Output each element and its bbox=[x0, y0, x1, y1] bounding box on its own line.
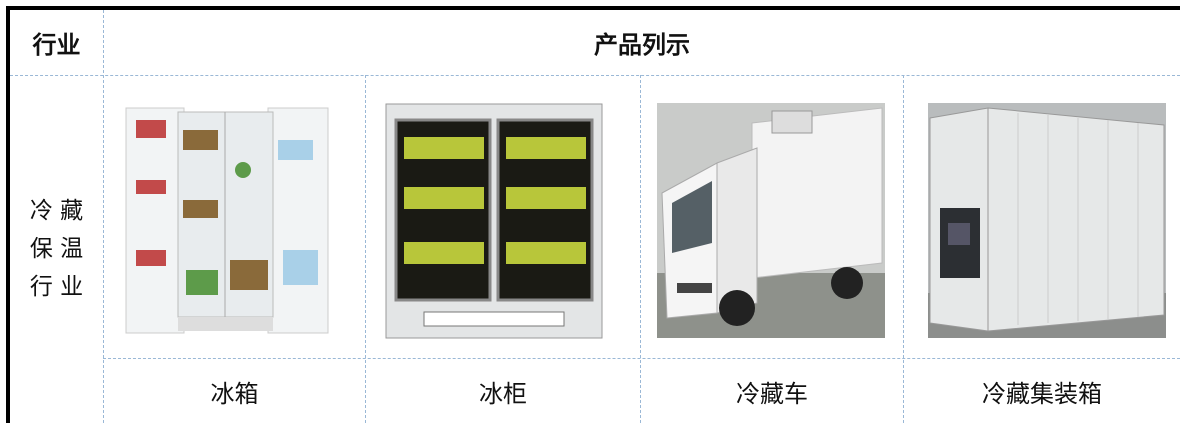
row-label-line: 行 业 bbox=[29, 274, 84, 300]
left-border bbox=[6, 6, 10, 423]
product-name: 冰柜 bbox=[479, 379, 527, 408]
row-divider bbox=[10, 75, 1180, 76]
container-image bbox=[928, 103, 1166, 338]
header-cell: 产品列示 bbox=[594, 31, 690, 59]
product-name: 冷藏车 bbox=[736, 379, 808, 408]
product-name: 冷藏集装箱 bbox=[982, 379, 1102, 408]
row-label-line: 冷 藏 bbox=[29, 198, 84, 224]
header-cell: 行业 bbox=[32, 31, 81, 59]
column-divider bbox=[640, 75, 641, 423]
fridge-image bbox=[125, 107, 329, 334]
row-divider bbox=[103, 358, 1180, 359]
product-name: 冰箱 bbox=[210, 379, 259, 408]
column-divider bbox=[903, 75, 904, 423]
cooler-image bbox=[385, 103, 603, 339]
truck-image bbox=[657, 103, 885, 338]
column-divider bbox=[365, 75, 366, 423]
top-border bbox=[6, 6, 1180, 10]
row-label-line: 保 温 bbox=[29, 236, 84, 262]
column-divider bbox=[103, 10, 104, 423]
row-label: 冷 藏 保 温 行 业 bbox=[10, 75, 103, 423]
